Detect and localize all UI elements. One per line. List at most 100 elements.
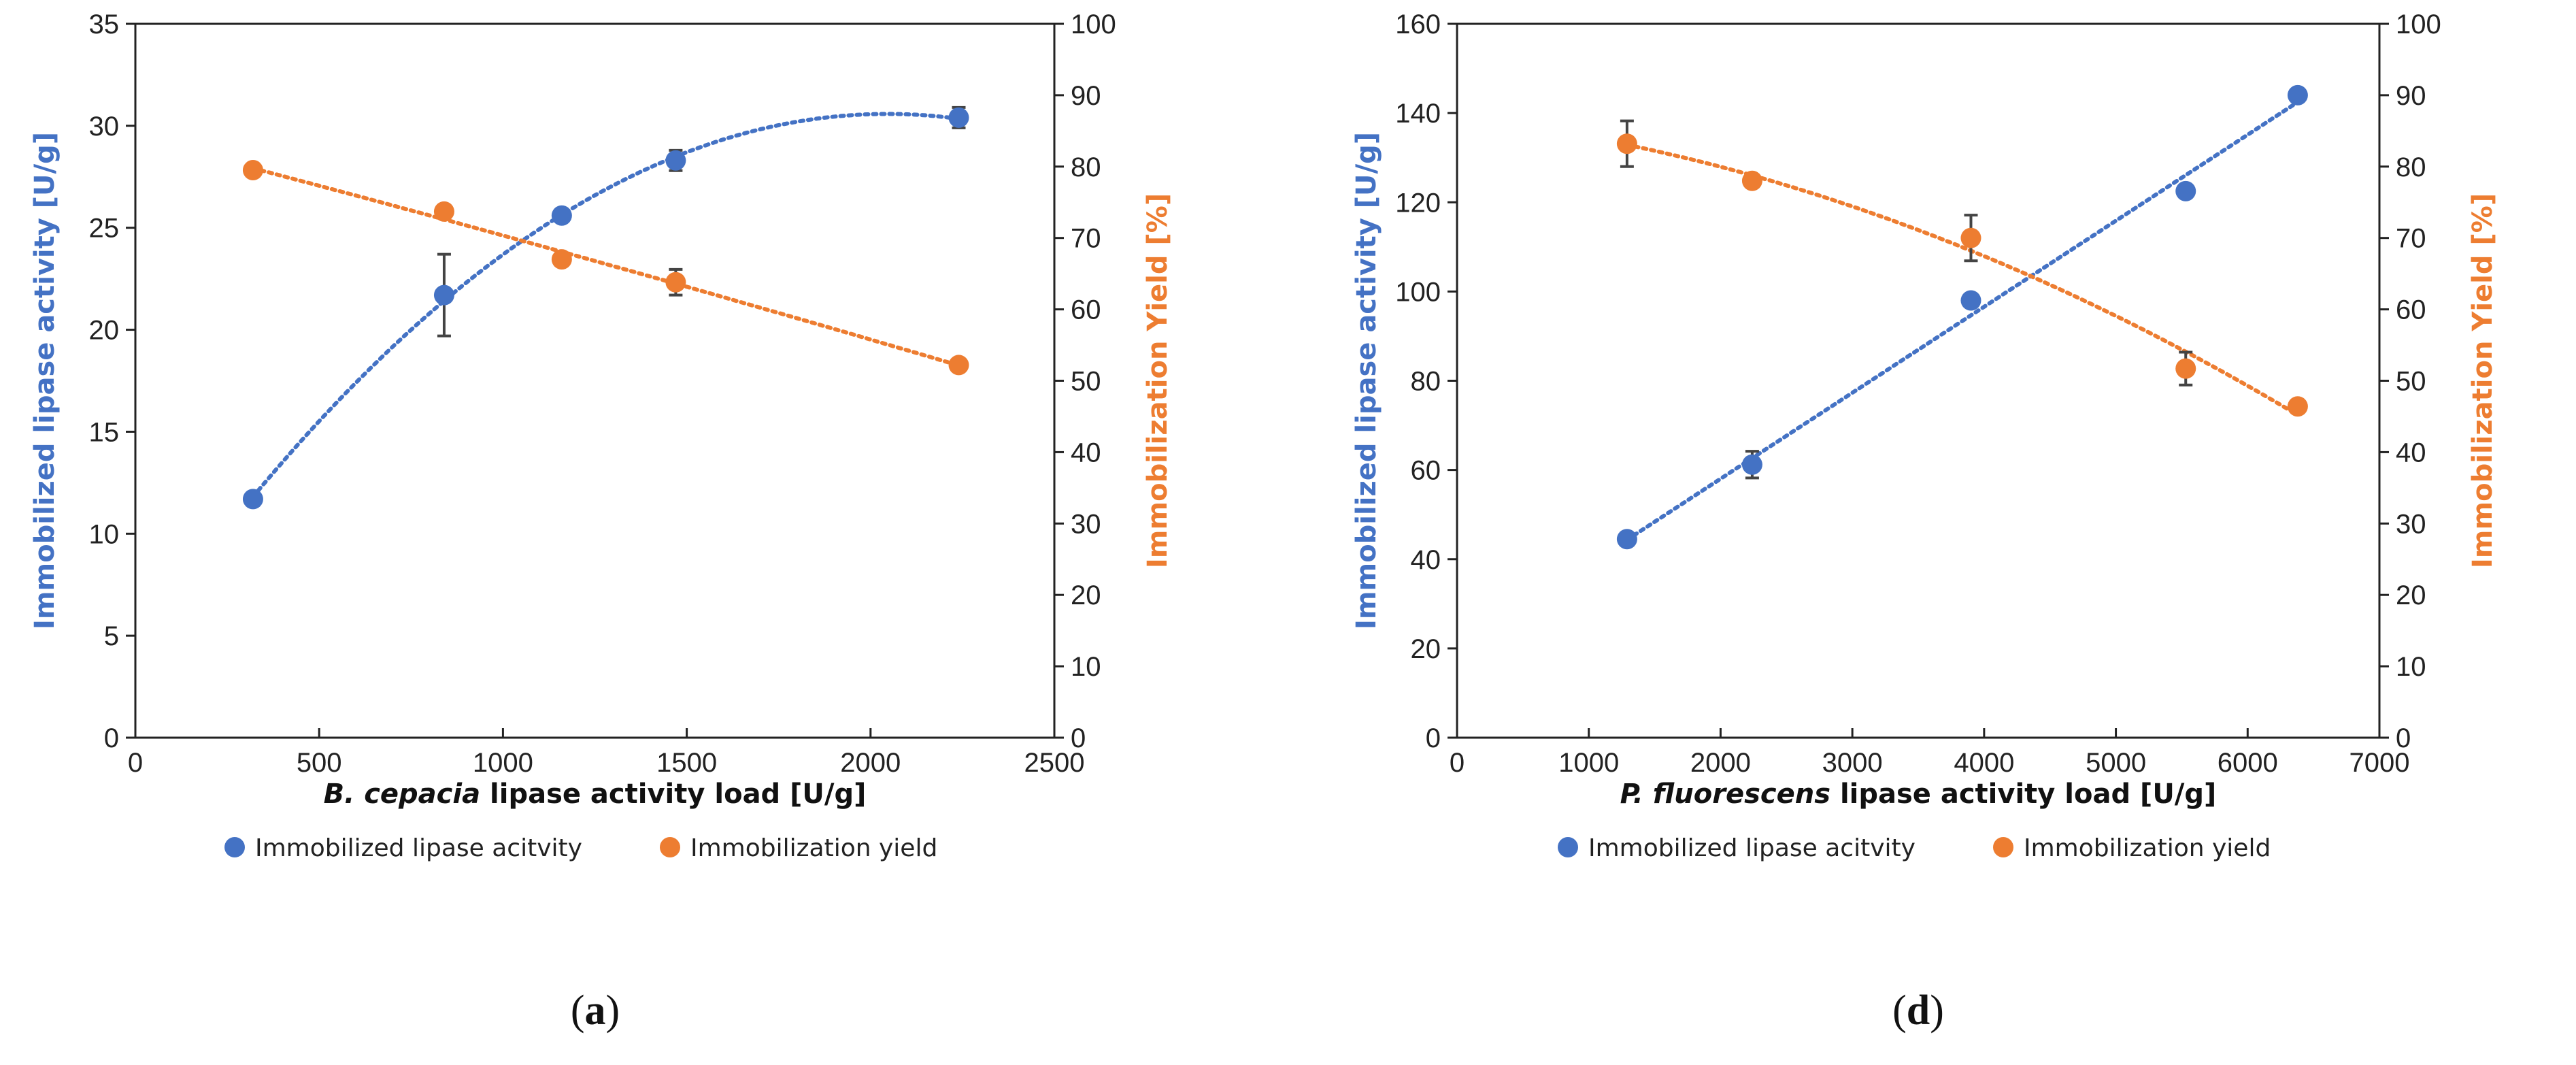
- data-point: [2175, 180, 2196, 201]
- y2-tick-label: 70: [1071, 224, 1101, 254]
- series-activity: [242, 105, 969, 510]
- y2-tick-label: 50: [2396, 367, 2426, 397]
- panel-caption: (a): [571, 987, 620, 1034]
- data-point: [665, 150, 686, 171]
- x-tick-label: 0: [128, 748, 143, 778]
- data-point: [1616, 529, 1637, 550]
- x-axis-title-species: B. cepacia: [324, 779, 481, 810]
- data-point: [948, 355, 969, 376]
- y2-tick-label: 10: [1071, 652, 1101, 682]
- data-point: [1741, 454, 1762, 475]
- x-tick-label: 1500: [656, 748, 717, 778]
- y-tick-label: 80: [1411, 367, 1441, 397]
- legend-marker: [660, 837, 680, 857]
- legend-marker: [1993, 837, 2013, 857]
- y-tick-label: 120: [1395, 188, 1441, 218]
- chart-d: 0 1000 2000 3000 4000 5000 6000 700002040608010…: [1351, 10, 2498, 1034]
- y-tick-label: 30: [89, 112, 120, 142]
- data-point: [551, 205, 572, 226]
- legend-marker: [224, 837, 245, 857]
- y2-tick-label: 0: [2396, 723, 2411, 753]
- y-tick-label: 40: [1411, 545, 1441, 575]
- data-point: [242, 160, 263, 181]
- data-point: [2175, 358, 2196, 379]
- data-point: [1616, 133, 1637, 154]
- y-tick-label: 140: [1395, 99, 1441, 129]
- series-yield: [242, 160, 969, 376]
- y2-tick-label: 20: [1071, 580, 1101, 610]
- data-point: [948, 107, 969, 128]
- x-tick-label: 4000: [1954, 748, 2014, 778]
- y2-tick-label: 80: [1071, 152, 1101, 182]
- trendline: [250, 166, 961, 367]
- trendline: [250, 112, 961, 499]
- x-tick-label: 3000: [1822, 748, 1883, 778]
- data-point: [242, 489, 263, 510]
- y2-tick-label: 60: [2396, 295, 2426, 325]
- data-point: [433, 284, 454, 306]
- x-tick-label: 7000: [2349, 748, 2410, 778]
- y2-tick-label: 0: [1071, 723, 1086, 753]
- y-axis-title: Immobilized lipase activity [U/g]: [29, 132, 61, 629]
- data-point: [433, 201, 454, 222]
- x-axis-title-species: P. fluorescens: [1620, 779, 1830, 810]
- y2-tick-label: 100: [2396, 10, 2441, 39]
- legend-label: Immobilized lipase acitvity: [255, 834, 582, 862]
- y2-tick-label: 10: [2396, 652, 2426, 682]
- y2-tick-label: 20: [2396, 580, 2426, 610]
- caption-close: ): [606, 987, 620, 1034]
- x-tick-label: 0: [1450, 748, 1465, 778]
- caption-close: ): [1930, 987, 1944, 1034]
- x-tick-label: 6000: [2218, 748, 2278, 778]
- x-tick-label: 500: [297, 748, 342, 778]
- y2-tick-label: 60: [1071, 295, 1101, 325]
- y-tick-label: 0: [1426, 723, 1441, 753]
- x-tick-label: 2500: [1024, 748, 1085, 778]
- data-point: [665, 272, 686, 293]
- data-point: [1960, 290, 1981, 311]
- y-tick-label: 10: [89, 519, 120, 549]
- y2-tick-label: 90: [1071, 81, 1101, 111]
- caption-letter: d: [1907, 987, 1930, 1034]
- y-tick-label: 160: [1395, 10, 1441, 39]
- legend-label: Immobilization yield: [2024, 834, 2271, 862]
- caption-letter: a: [585, 987, 606, 1034]
- x-axis-title: B. cepacia lipase activity load [U/g]: [324, 779, 867, 810]
- y-tick-label: 15: [89, 417, 120, 447]
- y2-tick-label: 40: [1071, 438, 1101, 468]
- x-tick-label: 2000: [1690, 748, 1751, 778]
- caption-open: (: [571, 987, 585, 1034]
- trendline: [1624, 100, 2300, 542]
- data-point: [1741, 170, 1762, 191]
- y2-tick-label: 80: [2396, 152, 2426, 182]
- trendline: [1624, 142, 2300, 417]
- y2-tick-label: 50: [1071, 367, 1101, 397]
- x-tick-label: 1000: [1558, 748, 1619, 778]
- x-axis-title-rest: lipase activity load [U/g]: [480, 779, 866, 810]
- plot-frame: [134, 22, 1056, 739]
- y2-axis-title: Immobilization Yield [%]: [2467, 193, 2498, 568]
- y-axis-title: Immobilized lipase activity [U/g]: [1351, 132, 1382, 629]
- y2-tick-label: 100: [1071, 10, 1116, 39]
- chart-a: 0 500 1000 1500 2000 250005101520253035010203…: [29, 10, 1173, 1034]
- y2-tick-label: 40: [2396, 438, 2426, 468]
- y-tick-label: 25: [89, 214, 120, 244]
- legend-label: Immobilized lipase acitvity: [1588, 834, 1916, 862]
- x-tick-label: 5000: [2086, 748, 2146, 778]
- x-tick-label: 2000: [840, 748, 901, 778]
- y-tick-label: 5: [104, 621, 119, 651]
- y2-tick-label: 90: [2396, 81, 2426, 111]
- caption-open: (: [1892, 987, 1907, 1034]
- x-axis-title: P. fluorescens lipase activity load [U/g…: [1620, 779, 2217, 810]
- x-axis-title-rest: lipase activity load [U/g]: [1830, 779, 2216, 810]
- y-tick-label: 20: [89, 316, 120, 346]
- legend-marker: [1558, 837, 1578, 857]
- panel-caption: (d): [1892, 987, 1944, 1034]
- series-yield: [1616, 119, 2308, 417]
- y2-axis-title: Immobilization Yield [%]: [1142, 193, 1173, 568]
- data-point: [2287, 84, 2308, 105]
- y2-tick-label: 70: [2396, 224, 2426, 254]
- data-point: [1960, 227, 1981, 248]
- x-tick-label: 1000: [473, 748, 533, 778]
- data-point: [2287, 396, 2308, 417]
